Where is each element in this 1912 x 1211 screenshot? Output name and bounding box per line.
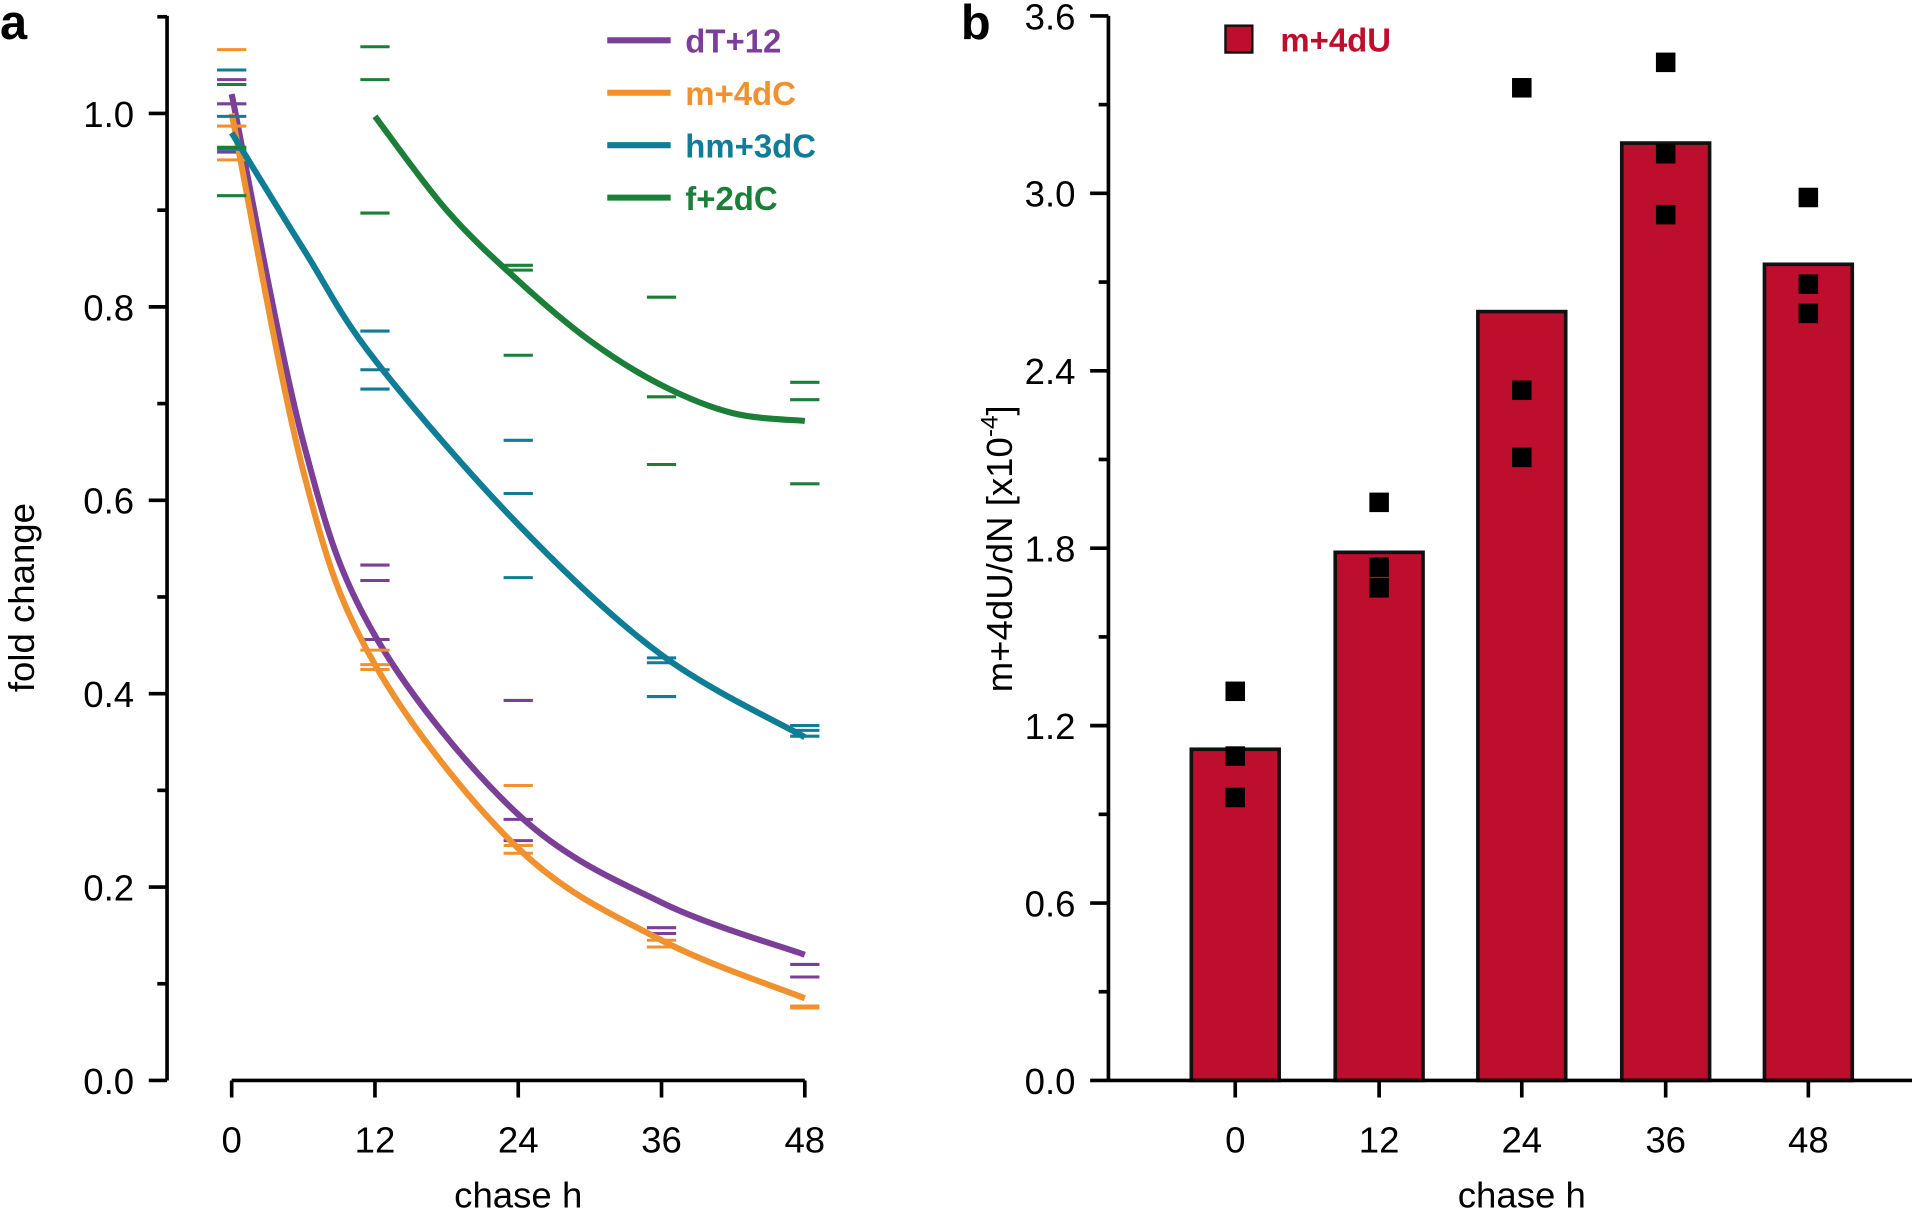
replicate-point [1655,143,1676,164]
panel-a: 0.0 0.2 0.4 0.6 0.8 1.0 0 12 24 36 48 dT+12 m+4dC hm+… [83,14,825,1160]
replicate-point [1225,681,1245,702]
replicate-point [1369,578,1389,598]
y-tick-label: 0.6 [1025,883,1076,924]
x-tick-label: 24 [1501,1119,1542,1160]
panel-b-label: b [961,0,991,50]
y-tick-label: 0.0 [1025,1061,1076,1102]
x-tick-label: 12 [1359,1119,1400,1160]
y-tick-label: 0.0 [83,1061,134,1102]
bar [1333,550,1425,1083]
x-tick-label: 24 [498,1119,539,1160]
fit-curve [372,114,806,425]
replicate-point [1655,52,1676,73]
panel-b: 0.0 0.6 1.2 1.8 2.4 3.0 3.6 0 12 24 36 48 m+4dU [1025,0,1912,1160]
y-tick-label: 0.6 [83,481,134,522]
ylabel-end: ] [979,405,1020,415]
fit-curve [228,112,806,1002]
panel-a-label: a [0,0,28,50]
y-tick-label: 0.2 [83,867,134,908]
replicate-point [1798,187,1819,208]
legend-label: dT+12 [685,23,781,60]
y-tick-label: 1.8 [1025,529,1076,570]
x-tick-label: 36 [641,1119,682,1160]
replicate-point [1798,274,1819,294]
series-hm+3dC [217,68,820,740]
y-tick-label: 0.4 [83,674,134,715]
x-tick-label: 48 [784,1119,825,1160]
legend-label: f+2dC [685,180,777,217]
ylabel-main: m+4dU/dN [x10 [979,437,1020,692]
y-tick-label: 0.8 [83,287,134,328]
legend-label: m+4dU [1280,21,1391,58]
panel-a-ylabel: fold change [1,503,42,692]
replicate-point [1512,78,1532,98]
y-tick-label: 1.0 [83,94,134,135]
fit-curve [228,93,806,958]
fit-curve [229,131,807,740]
legend-swatch [1224,24,1254,54]
x-tick-label: 0 [1225,1119,1245,1160]
series-m+4dC [217,48,820,1010]
panel-b-ylabel: m+4dU/dN [x10-4] [976,405,1020,692]
x-tick-label: 12 [355,1119,396,1160]
legend-label: m+4dC [685,75,796,112]
replicate-point [1512,447,1532,468]
series-f+2dC [217,45,820,486]
x-tick-label: 0 [222,1119,242,1160]
ylabel-exponent: -4 [976,415,1003,437]
bar [1619,141,1712,1083]
y-tick-label: 3.6 [1025,0,1076,37]
replicate-point [1225,746,1245,766]
x-tick-label: 48 [1788,1119,1829,1160]
x-tick-label: 36 [1645,1119,1686,1160]
legend-label: hm+3dC [685,127,816,164]
replicate-point [1369,492,1389,513]
panel-a-xlabel: chase h [454,1174,582,1211]
y-tick-label: 2.4 [1025,351,1076,392]
panel-b-xlabel: chase h [1458,1174,1586,1211]
replicate-point [1225,787,1245,808]
replicate-point [1798,303,1819,324]
bar [1762,262,1855,1083]
bar [1476,309,1568,1083]
replicate-point [1512,380,1532,401]
y-tick-label: 1.2 [1025,706,1076,747]
y-tick-label: 3.0 [1025,174,1076,215]
replicate-point [1655,204,1676,225]
replicate-point [1369,557,1389,577]
